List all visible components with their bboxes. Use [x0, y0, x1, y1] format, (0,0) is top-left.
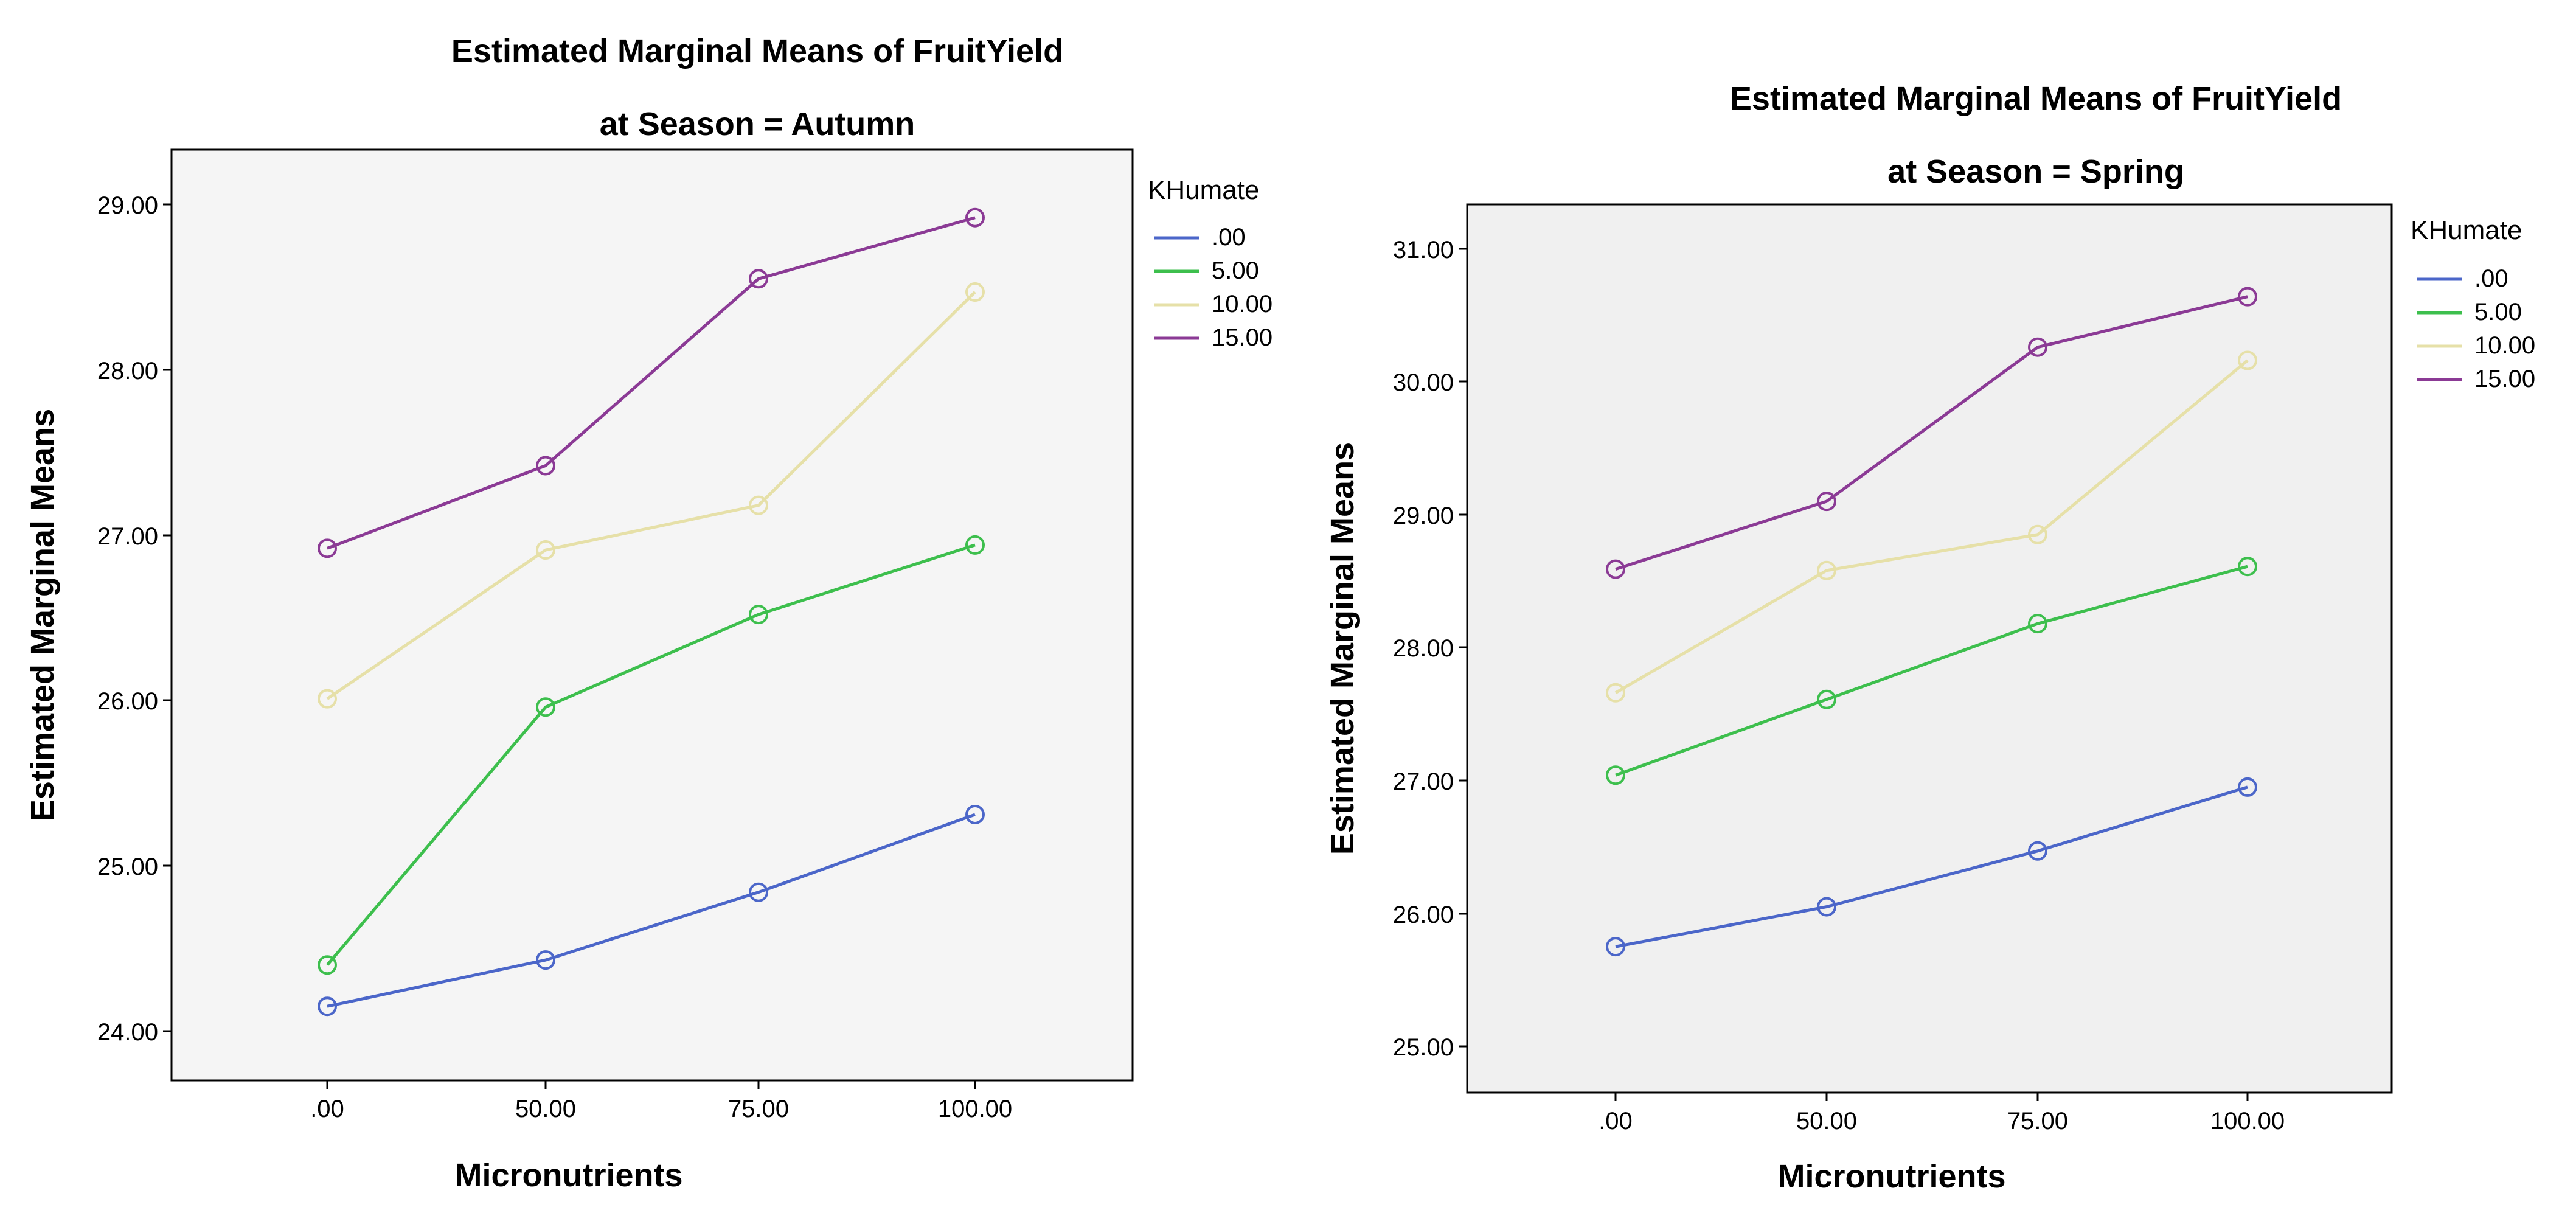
data-point: [1817, 689, 1836, 709]
data-point: [749, 495, 768, 515]
chart-panel-2: Estimated Marginal Means of FruitYield at…: [1324, 80, 2535, 1195]
data-point: [1606, 765, 1625, 785]
chart-title: Estimated Marginal Means of FruitYield: [1730, 80, 2342, 117]
data-point: [2028, 841, 2047, 861]
data-point: [749, 269, 768, 289]
y-tick-label: 30.00: [1393, 369, 1454, 396]
x-tick-label: 50.00: [1796, 1108, 1857, 1135]
y-tick-label: 28.00: [1393, 635, 1454, 662]
data-point: [1817, 560, 1836, 580]
series-line-10.00: [1614, 359, 2249, 694]
data-point: [2238, 557, 2257, 577]
x-tick-label: 100.00: [938, 1096, 1012, 1122]
x-axis-label: Micronutrients: [454, 1157, 682, 1194]
legend-label: 5.00: [2474, 299, 2522, 325]
x-tick-label: 100.00: [2210, 1108, 2285, 1135]
x-tick-label: .00: [1599, 1108, 1633, 1135]
plot-area: [1466, 203, 2393, 1094]
legend-label: 15.00: [1212, 324, 1272, 351]
data-point: [318, 996, 337, 1017]
series-line-5.00: [326, 543, 976, 966]
series-line-10.00: [326, 291, 976, 700]
data-point: [2238, 350, 2257, 370]
series-line-15.00: [1615, 295, 2248, 571]
data-point: [2238, 777, 2257, 797]
data-point: [965, 207, 985, 228]
data-point: [965, 282, 985, 302]
series-line-.00: [1615, 785, 2248, 948]
data-point: [1606, 937, 1625, 957]
data-point: [2238, 287, 2257, 307]
x-tick-label: 75.00: [728, 1096, 789, 1122]
y-tick-label: 28.00: [97, 358, 158, 384]
data-point: [2028, 614, 2047, 634]
data-point: [536, 697, 555, 717]
data-point: [318, 689, 337, 709]
data-point: [965, 804, 985, 824]
x-tick-label: .00: [310, 1096, 344, 1122]
y-tick-label: 31.00: [1393, 237, 1454, 263]
y-tick-label: 24.00: [97, 1019, 158, 1046]
y-tick-label: 25.00: [97, 854, 158, 880]
legend-label: .00: [1212, 224, 1246, 251]
legend-label: 10.00: [2474, 332, 2535, 359]
series-line-5.00: [1615, 565, 2248, 777]
y-tick-label: 26.00: [1393, 902, 1454, 928]
data-point: [2028, 524, 2047, 544]
chart-panel-1: Estimated Marginal Means of FruitYield at…: [24, 33, 1272, 1194]
chart-title: Estimated Marginal Means of FruitYield: [451, 33, 1063, 69]
x-tick-label: 75.00: [2007, 1108, 2068, 1135]
plot-area: [170, 148, 1134, 1082]
data-point: [1606, 559, 1625, 579]
y-tick-label: 25.00: [1393, 1034, 1454, 1061]
data-point: [536, 456, 555, 476]
series-line-15.00: [327, 216, 976, 550]
legend-label: 10.00: [1212, 291, 1272, 318]
legend-label: .00: [2474, 265, 2508, 292]
data-point: [965, 535, 985, 555]
chart-subtitle: at Season = Autumn: [600, 106, 915, 142]
data-point: [1817, 897, 1836, 917]
data-point: [536, 540, 555, 560]
y-axis-label: Estimated Marginal Means: [1324, 442, 1361, 855]
x-axis-label: Micronutrients: [1777, 1158, 2005, 1195]
y-tick-label: 27.00: [1393, 768, 1454, 795]
data-point: [749, 882, 768, 902]
data-point: [1817, 492, 1836, 512]
data-point: [749, 605, 768, 625]
series-line-.00: [327, 813, 976, 1008]
x-tick-label: 50.00: [515, 1096, 576, 1122]
data-point: [1606, 683, 1625, 703]
legend-title: KHumate: [2411, 215, 2522, 245]
y-tick-label: 27.00: [97, 523, 158, 550]
legend-label: 5.00: [1212, 257, 1259, 284]
legend-title: KHumate: [1148, 175, 1259, 205]
y-tick-label: 26.00: [97, 688, 158, 715]
data-point: [318, 955, 337, 975]
data-point: [318, 538, 337, 558]
y-tick-label: 29.00: [1393, 502, 1454, 529]
data-point: [2028, 337, 2047, 357]
legend-label: 15.00: [2474, 366, 2535, 392]
data-point: [536, 950, 555, 970]
y-axis-label: Estimated Marginal Means: [24, 409, 61, 821]
y-tick-label: 29.00: [97, 192, 158, 219]
chart-subtitle: at Season = Spring: [1887, 153, 2184, 190]
